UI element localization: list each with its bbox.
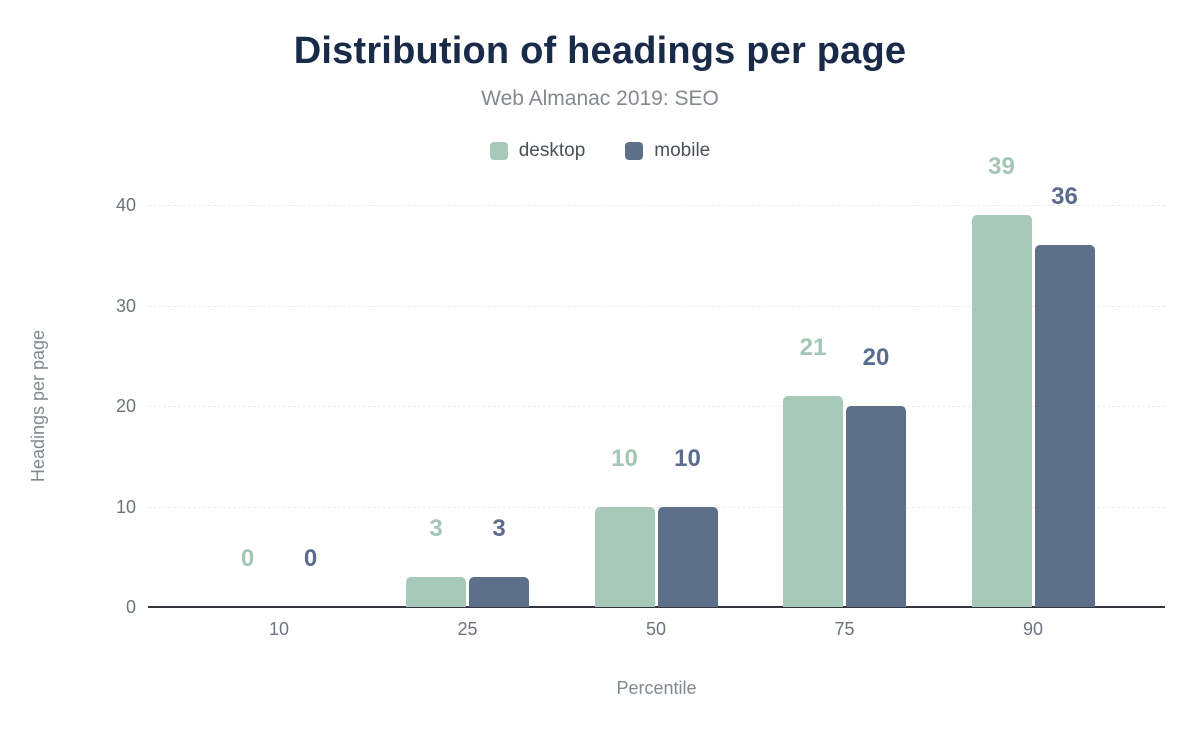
gridline-y20 xyxy=(148,406,1165,407)
chart-title: Distribution of headings per page xyxy=(293,30,907,72)
x-tick-25: 25 xyxy=(457,619,478,639)
bar-desktop-p25 xyxy=(406,576,466,607)
gridline-y30 xyxy=(148,305,1165,307)
plot-area: Percentile Headings per page 0 10 20 30 40 10… xyxy=(28,155,1165,698)
y-tick-20: 20 xyxy=(115,396,136,416)
y-tick-40: 40 xyxy=(115,195,136,215)
mobile-legend-swatch xyxy=(625,142,644,160)
x-tick-90: 90 xyxy=(1022,619,1044,639)
y-tick-0: 0 xyxy=(125,597,136,617)
y-tick-10: 10 xyxy=(115,496,136,517)
bar-value-desktop-p50: 10 xyxy=(611,444,638,472)
bar-value-mobile-p25: 3 xyxy=(492,514,506,542)
bar-value-desktop-p75: 21 xyxy=(799,333,827,361)
x-axis-title: Percentile xyxy=(616,678,697,698)
bar-value-desktop-p25: 3 xyxy=(429,514,443,542)
bar-mobile-p90 xyxy=(1034,245,1095,607)
x-tick-75: 75 xyxy=(834,619,855,639)
bar-desktop-p90 xyxy=(971,215,1032,607)
bar-value-mobile-p75: 20 xyxy=(862,344,890,371)
bar-value-desktop-p90: 39 xyxy=(988,153,1015,181)
bar-desktop-p50 xyxy=(594,506,655,607)
mobile-legend-label: mobile xyxy=(654,140,711,161)
chart-subtitle: Web Almanac 2019: SEO xyxy=(481,87,719,110)
desktop-legend-swatch xyxy=(489,142,508,160)
legend-item-mobile: mobile xyxy=(625,140,710,162)
bar-mobile-p50 xyxy=(657,506,718,607)
legend-item-desktop: desktop xyxy=(489,140,586,162)
bar-value-mobile-p10: 0 xyxy=(303,545,318,572)
gridline-y40 xyxy=(148,205,1165,206)
bar-value-mobile-p50: 10 xyxy=(674,444,701,472)
legend: desktop mobile xyxy=(0,140,1200,162)
bar-mobile-p25 xyxy=(469,576,529,607)
bar-desktop-p75 xyxy=(783,395,843,607)
x-tick-50: 50 xyxy=(645,619,667,639)
x-tick-10: 10 xyxy=(268,619,290,639)
bar-mobile-p75 xyxy=(846,406,906,607)
gridline-y10 xyxy=(148,506,1165,508)
y-axis-title: Headings per page xyxy=(28,329,48,483)
y-tick-30: 30 xyxy=(115,295,136,316)
bar-value-desktop-p10: 0 xyxy=(240,545,255,572)
x-axis-line xyxy=(148,606,1165,608)
bar-value-mobile-p90: 36 xyxy=(1051,183,1078,211)
desktop-legend-label: desktop xyxy=(518,140,586,161)
